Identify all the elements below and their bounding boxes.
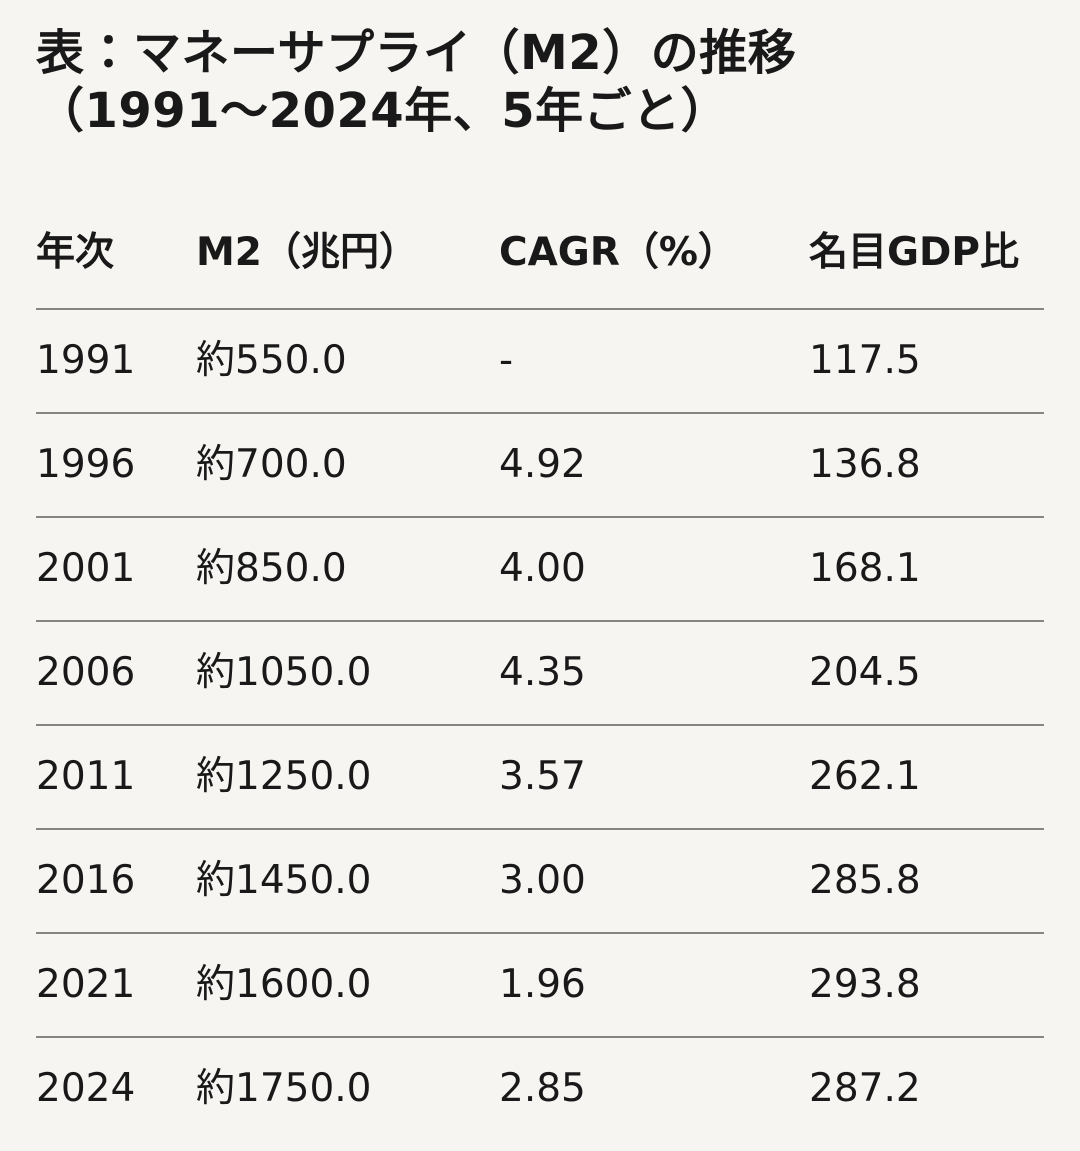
cagr-cell: 1.96 <box>499 933 809 1038</box>
title-line-1: 表：マネーサプライ（M2）の推移 <box>36 25 797 81</box>
cagr-cell: 4.35 <box>499 621 809 726</box>
year-cell: 2011 <box>36 725 196 830</box>
gdp-ratio-cell: 168.1 <box>809 517 1044 622</box>
m2-cell: 約1050.0 <box>196 621 499 726</box>
cagr-cell: 3.00 <box>499 829 809 934</box>
gdp-ratio-cell: 136.8 <box>809 413 1044 518</box>
table-row: 2001 約850.0 4.00 168.1 <box>36 517 1044 622</box>
table-header-row: 年次 M2（兆円） CAGR（%） 名目GDP比 <box>36 230 1044 310</box>
table-row: 2011 約1250.0 3.57 262.1 <box>36 725 1044 830</box>
table-row: 2006 約1050.0 4.35 204.5 <box>36 621 1044 726</box>
table-row: 1996 約700.0 4.92 136.8 <box>36 413 1044 518</box>
m2-cell: 約700.0 <box>196 413 499 518</box>
gdp-ratio-cell: 287.2 <box>809 1066 921 1111</box>
cagr-cell: 3.57 <box>499 725 809 830</box>
table-row: 2016 約1450.0 3.00 285.8 <box>36 829 1044 934</box>
m2-cell: 約1600.0 <box>196 933 499 1038</box>
cagr-cell: 4.92 <box>499 413 809 518</box>
page-title: 表：マネーサプライ（M2）の推移 （1991〜2024年、5年ごと） <box>36 24 1044 140</box>
m2-cell: 約550.0 <box>196 309 499 414</box>
table-row: 2021 約1600.0 1.96 293.8 <box>36 933 1044 1038</box>
cagr-cell: - <box>499 309 809 414</box>
gdp-ratio-cell: 262.1 <box>809 725 1044 830</box>
table-row: 1991 約550.0 - 117.5 <box>36 309 1044 414</box>
gdp-ratio-cell: 285.8 <box>809 829 1044 934</box>
year-cell: 2021 <box>36 933 196 1038</box>
gdp-ratio-cell: 204.5 <box>809 621 1044 726</box>
year-cell: 1996 <box>36 413 196 518</box>
m2-cell: 約850.0 <box>196 517 499 622</box>
cagr-cell: 2.85 <box>499 1066 586 1111</box>
column-header-year: 年次 <box>36 230 196 310</box>
cagr-cell: 4.00 <box>499 517 809 622</box>
gdp-ratio-cell: 293.8 <box>809 933 1044 1038</box>
title-line-2: （1991〜2024年、5年ごと） <box>36 83 730 139</box>
column-header-m2: M2（兆円） <box>196 230 499 310</box>
column-header-gdp-ratio: 名目GDP比 <box>809 230 1044 310</box>
m2-cell: 約1250.0 <box>196 725 499 830</box>
m2-data-table: 年次 M2（兆円） CAGR（%） 名目GDP比 1991 約550.0 - 1… <box>36 230 1044 1140</box>
m2-cell: 約1750.0 <box>196 1066 372 1111</box>
column-header-cagr: CAGR（%） <box>499 230 809 310</box>
table-row: 2024 約1750.0 2.85 287.2 <box>36 1037 1044 1140</box>
year-cell: 2024 <box>36 1066 136 1111</box>
m2-cell: 約1450.0 <box>196 829 499 934</box>
gdp-ratio-cell: 117.5 <box>809 309 1044 414</box>
year-cell: 2016 <box>36 829 196 934</box>
year-cell: 1991 <box>36 309 196 414</box>
year-cell: 2006 <box>36 621 196 726</box>
year-cell: 2001 <box>36 517 196 622</box>
